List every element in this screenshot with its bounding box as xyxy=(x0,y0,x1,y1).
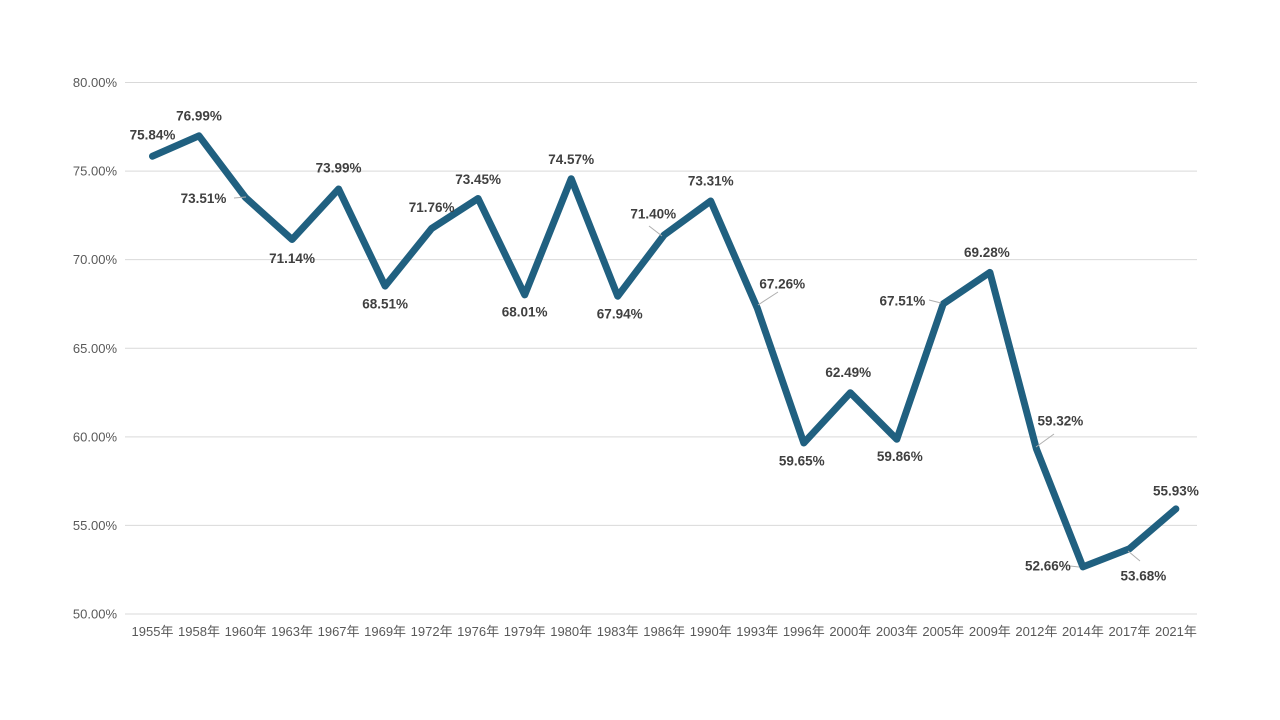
leader-line xyxy=(928,299,942,304)
x-tick-label: 1976年 xyxy=(457,624,499,639)
x-tick-label: 1979年 xyxy=(504,624,546,639)
leader-line xyxy=(233,196,247,199)
data-label: 74.57% xyxy=(548,152,594,167)
x-tick-label: 1996年 xyxy=(783,624,825,639)
x-tick-label: 1963年 xyxy=(271,624,313,639)
data-label: 62.49% xyxy=(825,365,871,380)
x-tick-label: 2000年 xyxy=(829,624,871,639)
data-label: 73.31% xyxy=(688,174,734,189)
leader-line xyxy=(1127,550,1141,562)
y-tick-label: 75.00% xyxy=(73,164,118,179)
data-label: 71.14% xyxy=(269,251,315,266)
data-label: 59.86% xyxy=(877,449,923,464)
y-tick-label: 70.00% xyxy=(73,252,118,267)
data-label: 71.40% xyxy=(630,206,676,221)
x-tick-label: 2009年 xyxy=(969,624,1011,639)
y-tick-label: 60.00% xyxy=(73,429,118,444)
x-tick-label: 2005年 xyxy=(922,624,964,639)
series-line xyxy=(149,132,1180,571)
x-tick-label: 2012年 xyxy=(1015,624,1057,639)
data-label: 68.51% xyxy=(362,297,408,312)
data-label: 71.76% xyxy=(409,200,455,215)
leader-line xyxy=(1035,433,1055,448)
x-tick-label: 2017年 xyxy=(1108,624,1150,639)
data-label: 75.84% xyxy=(130,128,176,143)
x-tick-label: 1983年 xyxy=(597,624,639,639)
leader-line xyxy=(1069,565,1080,568)
x-tick-label: 2014年 xyxy=(1062,624,1104,639)
y-tick-label: 80.00% xyxy=(73,75,118,90)
x-tick-label: 1960年 xyxy=(225,624,267,639)
leader-line xyxy=(757,291,779,306)
y-tick-label: 50.00% xyxy=(73,607,118,622)
data-label: 59.65% xyxy=(779,454,825,469)
data-label: 73.51% xyxy=(181,191,227,206)
x-tick-label: 1958年 xyxy=(178,624,220,639)
x-tick-label: 1967年 xyxy=(318,624,360,639)
y-tick-label: 55.00% xyxy=(73,518,118,533)
data-label: 59.32% xyxy=(1037,413,1083,428)
x-tick-label: 1990年 xyxy=(690,624,732,639)
data-label: 52.66% xyxy=(1025,558,1071,573)
data-label: 55.93% xyxy=(1153,483,1199,498)
data-label: 67.26% xyxy=(759,277,805,292)
x-tick-label: 1972年 xyxy=(411,624,453,639)
x-tick-label: 1986年 xyxy=(643,624,685,639)
x-tick-label: 2021年 xyxy=(1155,624,1197,639)
data-label: 69.28% xyxy=(964,245,1010,260)
x-tick-label: 2003年 xyxy=(876,624,918,639)
leader-line xyxy=(648,225,663,237)
x-tick-label: 1980年 xyxy=(550,624,592,639)
data-label: 53.68% xyxy=(1121,568,1167,583)
data-label: 76.99% xyxy=(176,108,222,123)
x-tick-label: 1969年 xyxy=(364,624,406,639)
data-label: 73.99% xyxy=(316,160,362,175)
data-label: 67.51% xyxy=(879,293,925,308)
x-tick-label: 1955年 xyxy=(132,624,174,639)
data-label: 67.94% xyxy=(597,307,643,322)
data-label: 68.01% xyxy=(502,304,548,319)
data-label: 73.45% xyxy=(455,172,501,187)
y-tick-label: 65.00% xyxy=(73,341,118,356)
x-tick-label: 1993年 xyxy=(736,624,778,639)
